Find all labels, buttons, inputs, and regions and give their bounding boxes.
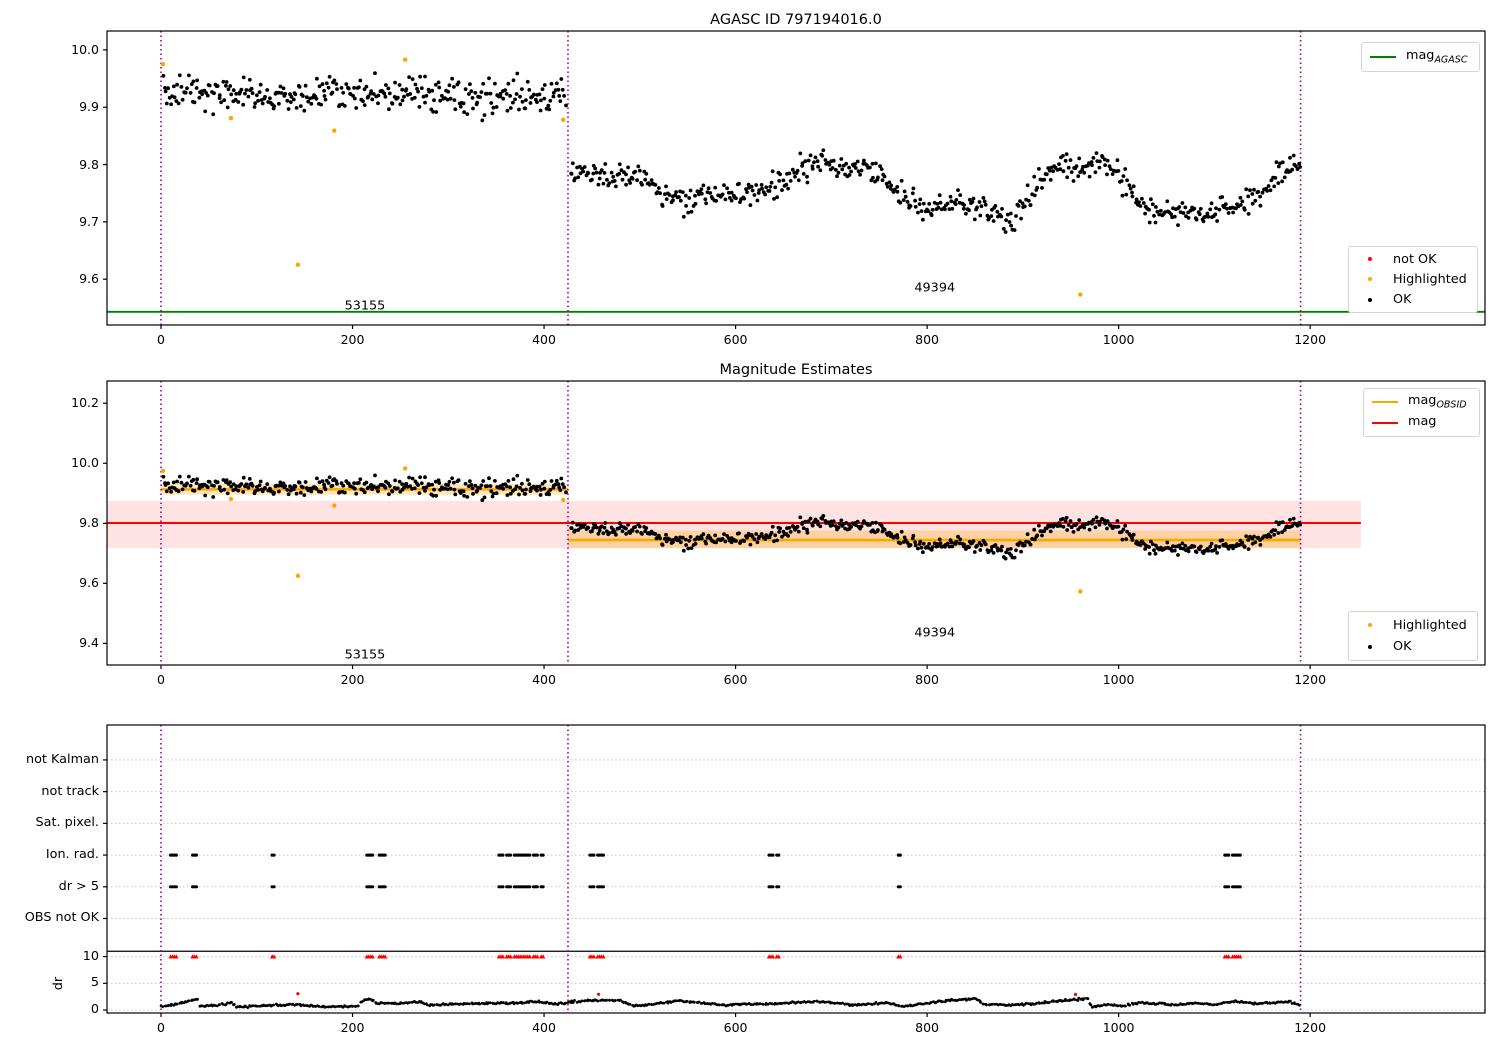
flag-row-label: OBS not OK (24, 910, 99, 926)
legend-label: magAGASC (1406, 48, 1468, 66)
legend-item-ok: OK (1355, 636, 1469, 657)
flag-row-label: Ion. rad. (45, 847, 99, 863)
x-tick-label: 0 (157, 672, 165, 687)
y-tick-label: 9.4 (79, 635, 99, 651)
red-line-sample-icon (1370, 422, 1400, 425)
legend-item-mag-agasc: magAGASC (1368, 47, 1471, 68)
black-dot-icon (1355, 297, 1385, 302)
green-line-sample-icon (1368, 56, 1398, 58)
obsid-annotation: 49394 (914, 625, 956, 641)
legend-label: OK (1393, 292, 1412, 308)
legend-label: Highlighted (1393, 617, 1467, 633)
x-tick-label: 1200 (1294, 332, 1327, 347)
legend-label: not OK (1393, 251, 1437, 267)
legend-label: OK (1393, 639, 1412, 655)
x-tick-label: 200 (340, 1020, 365, 1035)
flag-row-label: Sat. pixel. (35, 815, 99, 831)
legend-label: Highlighted (1393, 271, 1467, 287)
legend-top-markers[interactable]: not OK Highlighted OK (1348, 246, 1478, 313)
x-tick-label: 400 (532, 332, 556, 347)
legend-mag-agasc[interactable]: magAGASC (1361, 42, 1480, 72)
x-tick-label: 0 (157, 332, 165, 347)
x-tick-label: 1000 (1102, 332, 1135, 347)
top-chart-title: AGASC ID 797194016.0 (710, 12, 882, 28)
y-tick-label: 9.7 (79, 213, 99, 229)
obsid-annotation: 49394 (914, 280, 956, 296)
x-tick-label: 600 (723, 332, 748, 347)
legend-middle-markers[interactable]: Highlighted OK (1348, 611, 1478, 661)
legend-label: mag (1408, 414, 1437, 430)
dr-tick-label: 10 (82, 948, 99, 964)
black-dot-icon (1355, 644, 1385, 649)
x-tick-label: 200 (340, 332, 365, 347)
y-tick-label: 9.6 (79, 271, 99, 287)
y-tick-label: 10.2 (71, 395, 99, 411)
x-tick-label: 800 (915, 672, 940, 687)
x-tick-label: 200 (340, 672, 365, 687)
flag-row-label: dr > 5 (58, 878, 99, 894)
x-tick-label: 1200 (1294, 672, 1327, 687)
y-tick-label: 9.9 (79, 99, 99, 115)
red-dot-icon (1355, 257, 1385, 262)
orange-dot-icon (1355, 277, 1385, 282)
dr-tick-label: 5 (90, 975, 99, 991)
x-tick-label: 400 (532, 672, 556, 687)
flag-row-label: not Kalman (25, 751, 99, 767)
x-tick-label: 0 (157, 1020, 165, 1035)
x-tick-label: 1000 (1102, 672, 1135, 687)
middle-chart-title: Magnitude Estimates (719, 362, 873, 378)
legend-item-highlighted: Highlighted (1355, 269, 1469, 289)
obsid-annotation: 53155 (344, 298, 386, 314)
orange-dot-icon (1355, 623, 1385, 628)
legend-item-mag: mag (1370, 413, 1471, 434)
orange-line-sample-icon (1370, 400, 1400, 403)
y-tick-label: 10.0 (71, 455, 99, 471)
legend-item-ok: OK (1355, 290, 1469, 310)
x-tick-label: 600 (723, 672, 748, 687)
x-tick-label: 400 (532, 1020, 556, 1035)
legend-label: magOBSID (1408, 393, 1467, 411)
legend-item-not-ok: not OK (1355, 249, 1469, 269)
x-tick-label: 1200 (1294, 1020, 1327, 1035)
legend-mag-lines[interactable]: magOBSID mag (1363, 388, 1480, 437)
x-tick-label: 1000 (1102, 1020, 1135, 1035)
y-tick-label: 9.6 (79, 575, 99, 591)
obsid-annotation: 53155 (344, 647, 386, 663)
x-tick-label: 600 (723, 1020, 748, 1035)
flag-row-label: not track (41, 783, 99, 799)
y-tick-label: 10.0 (71, 41, 99, 57)
dr-tick-label: 0 (90, 1002, 99, 1018)
y-tick-label: 9.8 (79, 515, 99, 531)
y-tick-label: 9.8 (79, 156, 99, 172)
x-tick-label: 800 (915, 1020, 940, 1035)
legend-item-mag-obsid: magOBSID (1370, 391, 1471, 412)
x-tick-label: 800 (915, 332, 940, 347)
legend-item-highlighted: Highlighted (1355, 615, 1469, 636)
